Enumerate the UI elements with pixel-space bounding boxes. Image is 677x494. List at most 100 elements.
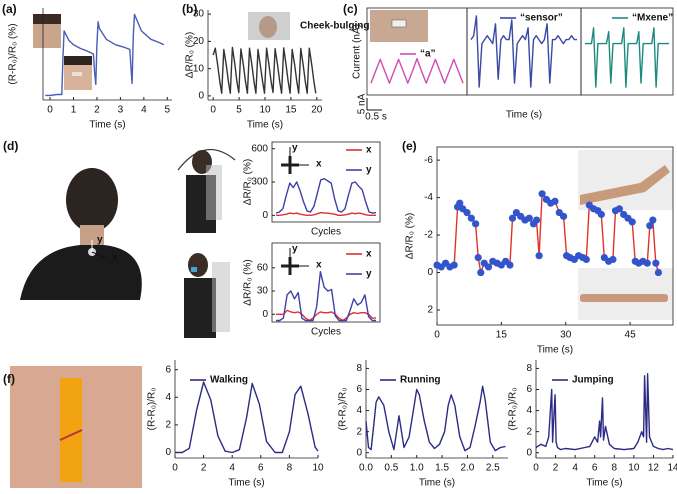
x-tick-label: 10 xyxy=(628,463,640,474)
legend-label: x xyxy=(366,249,372,260)
y-tick-label: 600 xyxy=(251,143,268,154)
x-tick-label: 0 xyxy=(533,463,539,474)
y-tick-label: 2 xyxy=(356,426,362,437)
scale-bar-label: 0.5 s xyxy=(365,112,387,123)
y-tick-label: 0 xyxy=(262,309,268,320)
y-tick-label: 2 xyxy=(165,420,171,431)
inset-axis-label: x xyxy=(316,159,322,170)
panel-label: (a) xyxy=(2,2,17,16)
marker xyxy=(484,263,493,271)
legend-label: “sensor” xyxy=(520,13,563,24)
x-tick-label: 2 xyxy=(201,463,207,474)
y-axis-label: ΔR/R₀ (%) xyxy=(405,213,416,259)
marker xyxy=(506,261,514,269)
marker xyxy=(559,212,568,220)
x-tick-label: 2 xyxy=(94,105,100,116)
y-tick-label: 300 xyxy=(251,177,268,188)
y-tick-label: 0 xyxy=(262,210,268,221)
x-axis-label: Cycles xyxy=(311,227,341,238)
y-tick-label: 0 xyxy=(198,91,204,102)
marker xyxy=(652,259,660,267)
inset-axes-arrows xyxy=(91,147,309,267)
series-line xyxy=(275,178,377,214)
x-tick-label: 4 xyxy=(141,105,147,116)
panel-label: (d) xyxy=(3,139,18,153)
plot-frame xyxy=(580,7,674,96)
x-tick-label: 8 xyxy=(612,463,618,474)
x-axis-label: Time (s) xyxy=(419,478,455,489)
x-tick-label: 15 xyxy=(285,105,297,116)
photo-b xyxy=(248,12,290,40)
x-tick-label: 4 xyxy=(229,463,235,474)
x-axis-label: Time (s) xyxy=(247,120,283,131)
marker xyxy=(463,208,471,217)
y-tick-label: 20 xyxy=(193,36,205,47)
x-tick-label: 5 xyxy=(165,105,171,116)
x-tick-label: 0 xyxy=(172,463,178,474)
inset-axis-label: y xyxy=(292,244,298,255)
scale-bar-label: 5 nA xyxy=(357,93,368,114)
scale-bars xyxy=(366,98,382,111)
y-axis-label: (R-R₀)/R₀ xyxy=(508,388,519,431)
series-line xyxy=(276,271,376,322)
x-tick-label: 2 xyxy=(553,463,559,474)
marker xyxy=(472,220,480,228)
marker xyxy=(474,253,482,262)
x-tick-label: 0 xyxy=(434,330,440,341)
legend-label: Jumping xyxy=(572,375,614,386)
x-tick-label: 8 xyxy=(287,463,293,474)
series-line xyxy=(585,27,669,88)
photo-a2 xyxy=(64,56,92,90)
marker xyxy=(525,214,533,222)
photo-c xyxy=(370,10,428,42)
y-tick-label: 0 xyxy=(427,267,433,278)
marker xyxy=(582,255,590,264)
y-tick-label: 8 xyxy=(526,363,532,374)
y-tick-label: -2 xyxy=(424,230,433,241)
legend-label: Running xyxy=(400,375,441,386)
x-tick-label: 0.0 xyxy=(359,463,373,474)
x-tick-label: 6 xyxy=(592,463,598,474)
y-tick-label: 4 xyxy=(356,405,362,416)
y-tick-label: 8 xyxy=(356,363,362,374)
photo-e1 xyxy=(578,150,673,210)
y-tick-label: 60 xyxy=(257,262,269,273)
marker xyxy=(646,222,654,230)
x-tick-label: 0 xyxy=(47,105,53,116)
series-line xyxy=(365,385,506,452)
photo-d-side1 xyxy=(177,149,236,233)
x-tick-label: 12 xyxy=(648,463,660,474)
x-axis-label: Time (s) xyxy=(89,120,125,131)
photo-d-back xyxy=(12,150,142,300)
x-tick-label: 2.0 xyxy=(460,463,474,474)
panel-label: (e) xyxy=(402,139,417,153)
y-axis-label: (R-R₀)/R₀ xyxy=(338,388,349,431)
series-line xyxy=(535,373,674,451)
legend-label: x xyxy=(366,145,372,156)
series-line xyxy=(45,13,165,97)
y-axis-label: ΔR/R₀ (%) xyxy=(243,259,254,305)
y-axis-label: Current (nA) xyxy=(352,24,363,79)
x-tick-label: 1 xyxy=(71,105,77,116)
y-tick-label: 30 xyxy=(193,9,205,20)
inset-axis-label: y xyxy=(292,143,298,154)
y-tick-label: 10 xyxy=(193,63,205,74)
x-axis-label: Time (s) xyxy=(228,478,264,489)
photo-e2 xyxy=(578,268,673,320)
x-axis-label: Time (s) xyxy=(586,478,622,489)
y-tick-label: 30 xyxy=(257,286,269,297)
photo-d-side2 xyxy=(184,253,230,338)
x-tick-label: 30 xyxy=(560,330,572,341)
photo-a1 xyxy=(33,14,61,48)
series-line xyxy=(370,57,464,84)
x-tick-label: 10 xyxy=(312,463,324,474)
y-axis-label: ΔR/R₀ (%) xyxy=(185,32,196,78)
x-tick-label: 5 xyxy=(236,105,242,116)
plot-frame xyxy=(271,242,381,323)
x-tick-label: 3 xyxy=(118,105,124,116)
y-tick-label: 4 xyxy=(165,392,171,403)
x-tick-label: 45 xyxy=(625,330,637,341)
marker xyxy=(477,268,485,277)
marker xyxy=(597,210,605,219)
legend-label: y xyxy=(366,165,372,176)
